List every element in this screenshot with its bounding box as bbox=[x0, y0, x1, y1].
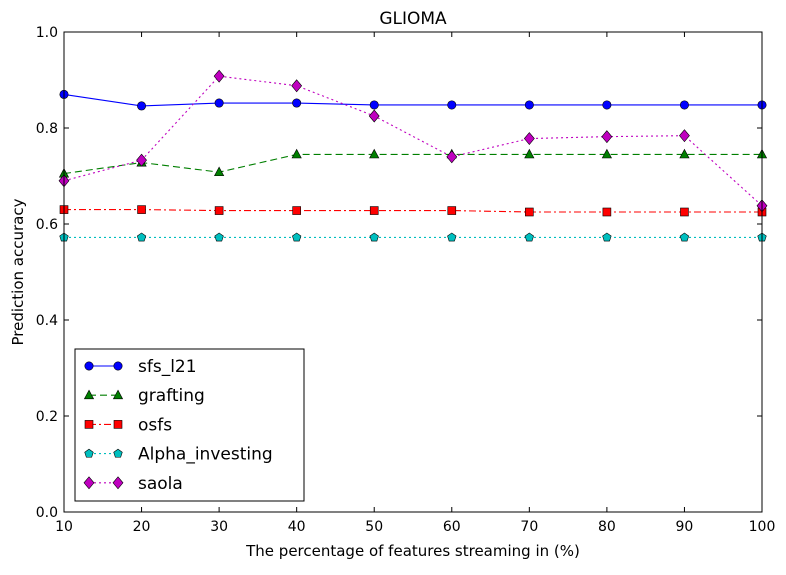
x-tick-label: 90 bbox=[676, 519, 694, 535]
data-point bbox=[524, 100, 534, 110]
y-tick-label: 0.2 bbox=[36, 409, 58, 425]
data-point bbox=[680, 207, 689, 217]
data-point bbox=[292, 98, 302, 108]
y-axis-label: Prediction accuracy bbox=[9, 198, 27, 345]
legend-marker bbox=[84, 448, 94, 458]
data-point bbox=[369, 232, 379, 242]
data-point bbox=[369, 206, 379, 215]
series-layer bbox=[58, 69, 768, 242]
y-tick-label: 0.0 bbox=[36, 505, 58, 521]
legend-item: Alpha_investing bbox=[84, 445, 273, 465]
x-tick-label: 50 bbox=[365, 519, 383, 535]
data-point bbox=[447, 232, 457, 242]
data-point bbox=[292, 232, 302, 242]
legend-item: grafting bbox=[83, 386, 205, 406]
legend-item: osfs bbox=[84, 415, 172, 435]
y-tick-label: 1.0 bbox=[36, 25, 58, 41]
series-line bbox=[64, 209, 762, 213]
data-point bbox=[601, 148, 612, 159]
legend-label: Alpha_investing bbox=[138, 445, 273, 465]
plot-area-frame bbox=[63, 31, 763, 513]
legend-marker bbox=[113, 361, 123, 371]
legend-frame bbox=[74, 348, 305, 502]
data-point bbox=[447, 100, 457, 110]
data-point bbox=[602, 232, 612, 242]
chart-title: GLIOMA bbox=[379, 9, 447, 29]
y-tick-label: 0.6 bbox=[36, 217, 58, 233]
data-point bbox=[524, 148, 535, 159]
legend-marker bbox=[112, 476, 124, 490]
legend-marker bbox=[83, 476, 95, 490]
data-point bbox=[369, 148, 380, 159]
data-point bbox=[602, 207, 612, 217]
data-point bbox=[137, 101, 147, 111]
legend-marker bbox=[113, 420, 123, 429]
data-point bbox=[292, 206, 301, 215]
data-point bbox=[679, 100, 689, 110]
x-tick-label: 10 bbox=[55, 519, 73, 535]
data-point bbox=[447, 206, 457, 215]
data-point bbox=[137, 205, 146, 214]
y-tick-label: 0.8 bbox=[36, 121, 58, 137]
data-point bbox=[523, 132, 535, 146]
x-tick-label: 80 bbox=[598, 519, 616, 535]
data-point bbox=[679, 232, 690, 242]
data-point bbox=[291, 79, 303, 93]
data-point bbox=[136, 232, 147, 242]
data-point bbox=[525, 207, 534, 217]
x-tick-label: 20 bbox=[133, 519, 151, 535]
data-point bbox=[214, 98, 224, 108]
legend-label: sfs_l21 bbox=[138, 357, 197, 377]
data-point bbox=[368, 109, 380, 123]
y-tick-label: 0.4 bbox=[36, 313, 58, 329]
y-axis-ticks: 0.0 0.2 0.4 0.6 0.8 1.0 bbox=[36, 25, 762, 521]
data-point bbox=[369, 100, 379, 110]
data-point bbox=[679, 148, 690, 159]
series-sfs-l21 bbox=[59, 89, 767, 111]
legend-item: saola bbox=[83, 474, 183, 494]
x-axis-label: The percentage of features streaming in … bbox=[245, 542, 580, 560]
x-tick-label: 40 bbox=[288, 519, 306, 535]
data-point bbox=[213, 69, 225, 83]
data-point bbox=[446, 150, 458, 164]
legend-marker bbox=[84, 361, 94, 371]
legend-marker bbox=[84, 420, 94, 429]
data-point bbox=[524, 232, 534, 242]
data-point bbox=[602, 100, 612, 110]
x-tick-label: 60 bbox=[443, 519, 461, 535]
data-point bbox=[214, 232, 224, 242]
data-point bbox=[214, 206, 224, 215]
data-point bbox=[291, 148, 302, 159]
legend-marker bbox=[83, 389, 95, 400]
x-tick-label: 30 bbox=[210, 519, 228, 535]
legend-marker bbox=[112, 389, 124, 400]
legend-label: osfs bbox=[138, 415, 172, 435]
legend-label: grafting bbox=[138, 386, 205, 406]
data-point bbox=[214, 166, 225, 177]
series-alpha-investing bbox=[59, 232, 767, 242]
data-point bbox=[679, 129, 690, 143]
data-point bbox=[601, 130, 613, 144]
legend-marker bbox=[113, 448, 123, 458]
legend-label: saola bbox=[138, 474, 183, 494]
legend-item: sfs_l21 bbox=[84, 357, 197, 377]
x-tick-label: 70 bbox=[520, 519, 538, 535]
x-tick-label: 100 bbox=[749, 519, 776, 535]
series-line bbox=[63, 153, 762, 175]
data-point bbox=[136, 153, 147, 167]
x-axis-ticks: 10 20 30 40 50 60 70 80 90 100 bbox=[55, 32, 775, 535]
series-line bbox=[63, 93, 762, 107]
